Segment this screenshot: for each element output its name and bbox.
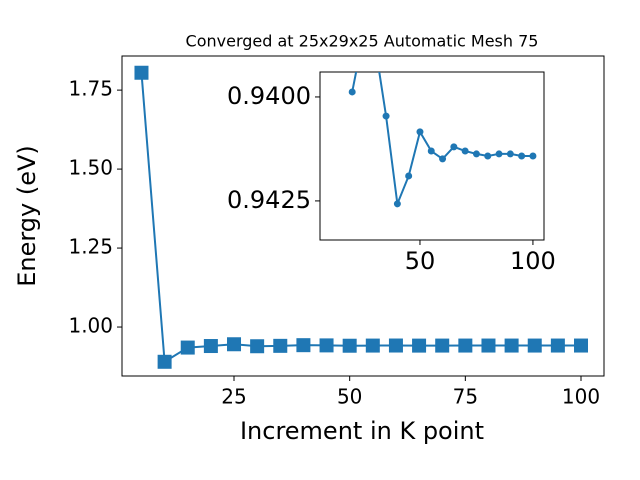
data-marker	[484, 152, 492, 160]
data-marker	[550, 338, 565, 353]
data-marker	[388, 338, 403, 353]
y-tick-label: 0.9400	[227, 82, 311, 110]
data-line	[140, 72, 582, 364]
data-marker	[529, 152, 537, 160]
y-tick-label: 1.25	[68, 235, 113, 259]
chart-title: Converged at 25x29x25 Automatic Mesh 75	[186, 32, 539, 51]
data-marker	[574, 338, 589, 353]
data-marker	[518, 152, 526, 160]
y-tick-label: 0.9425	[227, 186, 311, 214]
y-tick-label: 1.00	[68, 314, 113, 338]
data-marker	[458, 338, 473, 353]
data-marker	[412, 338, 427, 353]
data-marker	[506, 150, 514, 158]
data-marker	[227, 337, 242, 352]
data-marker	[342, 338, 357, 353]
y-tick-label: 1.75	[68, 77, 113, 101]
data-marker	[405, 172, 413, 180]
data-marker	[481, 338, 496, 353]
data-marker	[348, 88, 356, 96]
plot-area	[134, 65, 589, 369]
data-marker	[439, 155, 447, 163]
x-axis-label: Increment in K point	[240, 417, 484, 445]
plot-frame	[319, 71, 545, 241]
data-marker	[382, 112, 390, 120]
data-marker	[435, 338, 450, 353]
data-marker	[203, 339, 218, 354]
x-tick-label: 50	[405, 247, 436, 275]
data-marker	[365, 338, 380, 353]
data-line	[351, 72, 533, 208]
data-marker	[250, 339, 265, 354]
x-tick-label: 50	[337, 385, 362, 409]
data-marker	[472, 150, 480, 158]
plot-frame	[121, 55, 605, 377]
y-axis-label: Energy (eV)	[13, 145, 41, 287]
data-marker	[273, 338, 288, 353]
data-marker	[180, 340, 195, 355]
data-marker	[319, 338, 334, 353]
plot-area	[348, 72, 537, 208]
data-marker	[157, 354, 172, 369]
y-tick-label: 1.50	[68, 156, 113, 180]
data-marker	[461, 147, 469, 155]
data-marker	[296, 338, 311, 353]
data-marker	[134, 65, 149, 80]
data-marker	[495, 150, 503, 158]
data-marker	[527, 338, 542, 353]
x-tick-label: 100	[562, 385, 600, 409]
data-marker	[427, 147, 435, 155]
x-tick-label: 75	[453, 385, 478, 409]
data-marker	[504, 338, 519, 353]
data-marker	[393, 200, 401, 208]
x-tick-label: 100	[510, 247, 556, 275]
data-marker	[416, 128, 424, 136]
data-marker	[450, 143, 458, 151]
x-tick-label: 25	[221, 385, 246, 409]
